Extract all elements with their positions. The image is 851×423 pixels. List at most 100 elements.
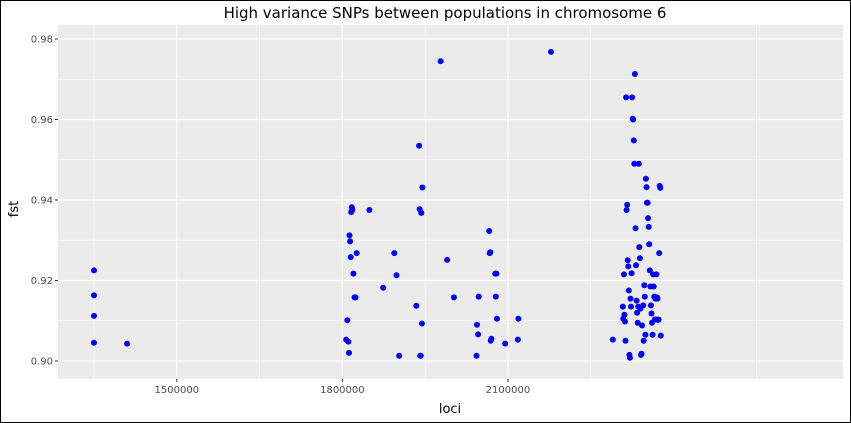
- data-point: [474, 321, 480, 328]
- data-point: [635, 160, 642, 167]
- data-point: [636, 244, 643, 251]
- data-point: [619, 303, 626, 310]
- data-point: [640, 337, 647, 344]
- data-point: [493, 270, 500, 277]
- data-point: [626, 354, 633, 361]
- data-point: [647, 302, 654, 309]
- x-axis-title: loci: [439, 402, 461, 417]
- data-point: [473, 352, 480, 359]
- data-point: [502, 340, 509, 347]
- data-point: [642, 175, 649, 182]
- data-point: [488, 335, 495, 342]
- data-point: [649, 331, 656, 338]
- data-point: [91, 267, 97, 274]
- data-point: [646, 241, 653, 248]
- data-point: [625, 287, 632, 294]
- y-tick-label: 0.92: [31, 276, 53, 287]
- data-point: [621, 311, 628, 318]
- data-point: [437, 58, 444, 65]
- data-point: [646, 267, 653, 274]
- minor-gridlines: [58, 25, 843, 379]
- data-point: [648, 310, 655, 317]
- data-point: [641, 282, 648, 289]
- data-point: [645, 215, 652, 222]
- data-point: [653, 271, 660, 278]
- data-point: [632, 225, 639, 232]
- data-point: [630, 137, 637, 144]
- data-point: [419, 184, 426, 191]
- data-point: [493, 315, 500, 322]
- data-point: [625, 263, 632, 270]
- data-point: [641, 293, 648, 300]
- data-point: [492, 293, 499, 300]
- data-point: [344, 317, 351, 324]
- y-axis-ticks: 0.90 0.92 0.94 0.96 0.98: [31, 35, 58, 367]
- data-point: [643, 184, 650, 191]
- data-point: [650, 283, 657, 290]
- data-point: [644, 199, 651, 206]
- data-point: [486, 228, 493, 234]
- data-point: [640, 302, 647, 309]
- data-point: [654, 295, 661, 302]
- data-point: [623, 94, 630, 101]
- data-point: [627, 295, 634, 302]
- data-point: [639, 322, 646, 329]
- data-point: [633, 262, 639, 269]
- data-point: [350, 270, 357, 277]
- data-point: [124, 340, 131, 347]
- plot-panel: [58, 25, 843, 379]
- data-point: [630, 116, 637, 123]
- data-point: [634, 309, 641, 316]
- data-point: [91, 312, 97, 319]
- data-point: [91, 339, 97, 346]
- data-point: [416, 142, 423, 149]
- data-point: [91, 292, 97, 299]
- data-point: [633, 297, 640, 304]
- data-point: [345, 338, 352, 345]
- data-point: [631, 71, 638, 77]
- y-tick-label: 0.94: [31, 195, 53, 206]
- data-point: [418, 320, 425, 327]
- data-point: [487, 249, 494, 256]
- data-points: [91, 48, 664, 361]
- data-point: [636, 255, 643, 262]
- data-point: [444, 256, 451, 263]
- data-point: [515, 315, 522, 322]
- data-point: [655, 316, 662, 323]
- data-point: [418, 209, 425, 216]
- data-point: [514, 336, 521, 343]
- data-point: [634, 319, 641, 326]
- data-point: [475, 293, 482, 300]
- data-point: [642, 331, 649, 338]
- data-point: [620, 271, 627, 278]
- data-point: [347, 254, 354, 261]
- chart-title: High variance SNPs between populations i…: [224, 4, 667, 22]
- x-tick-label: 1800000: [320, 385, 365, 396]
- data-point: [657, 332, 664, 339]
- data-point: [628, 270, 635, 277]
- data-point: [417, 352, 424, 359]
- data-point: [622, 318, 628, 325]
- data-point: [352, 294, 359, 301]
- data-point: [475, 331, 482, 338]
- data-point: [353, 250, 360, 257]
- data-point: [622, 337, 629, 344]
- data-point: [380, 284, 387, 291]
- x-tick-label: 2100000: [486, 385, 531, 396]
- data-point: [629, 94, 636, 101]
- data-point: [624, 201, 631, 208]
- data-point: [366, 207, 373, 213]
- data-point: [638, 350, 645, 357]
- y-axis-title: fst: [7, 201, 22, 217]
- data-point: [628, 303, 634, 310]
- data-point: [645, 223, 652, 230]
- y-tick-label: 0.96: [31, 115, 53, 126]
- data-point: [346, 232, 353, 239]
- data-point: [656, 250, 663, 257]
- data-point: [609, 336, 616, 343]
- data-point: [391, 250, 398, 257]
- data-point: [657, 184, 664, 191]
- data-point: [346, 349, 352, 356]
